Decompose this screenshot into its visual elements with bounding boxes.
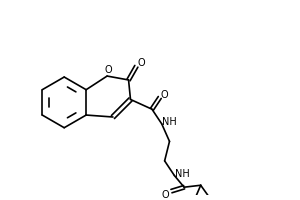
Text: NH: NH [162, 117, 177, 127]
Text: O: O [137, 58, 145, 68]
Text: O: O [104, 65, 112, 75]
Text: O: O [162, 190, 170, 200]
Text: NH: NH [175, 169, 190, 179]
Text: O: O [161, 90, 168, 100]
